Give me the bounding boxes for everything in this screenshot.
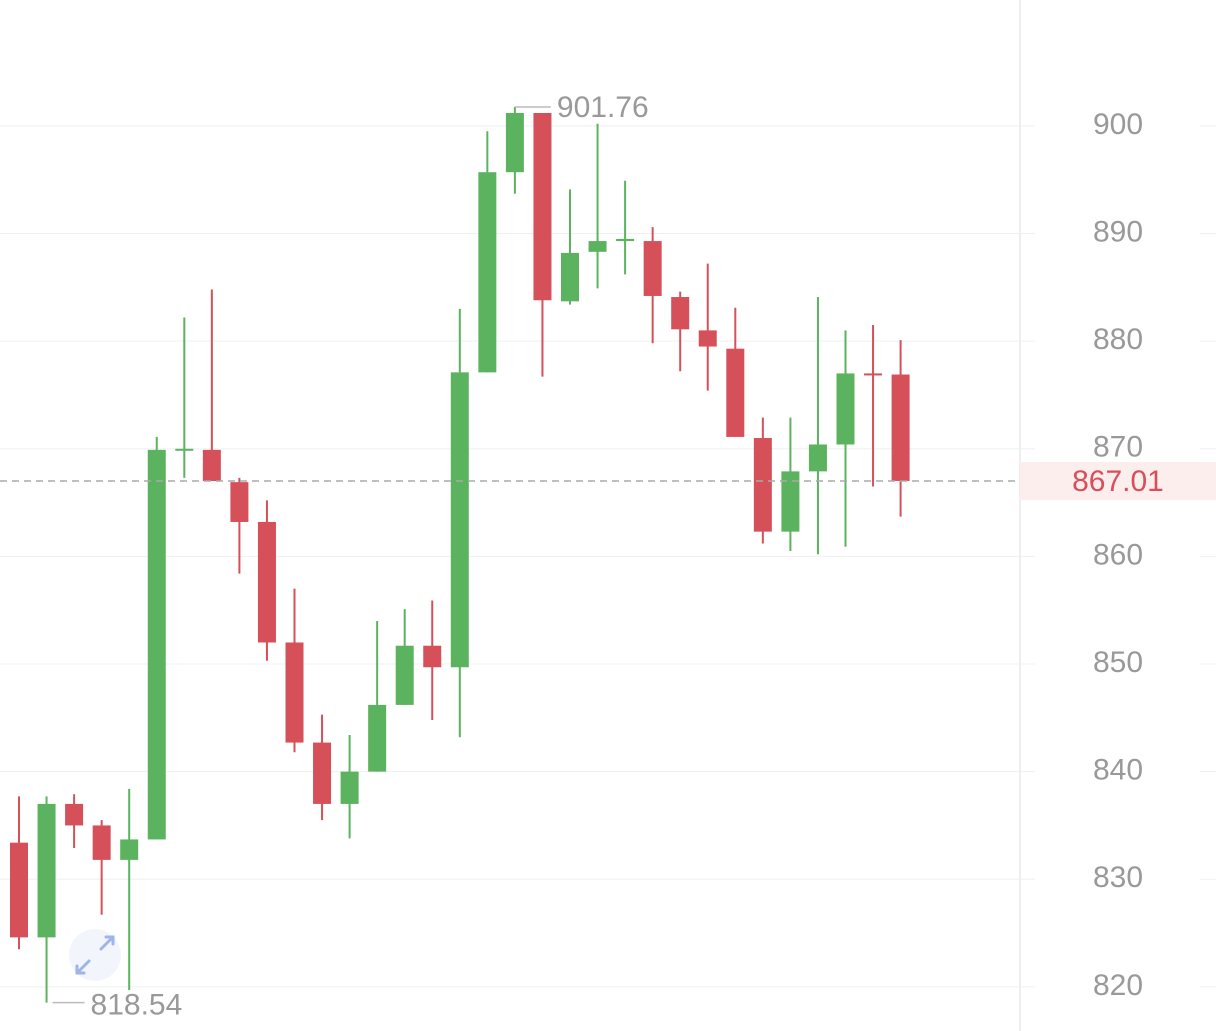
candle-body bbox=[10, 842, 28, 938]
candle-body bbox=[92, 825, 111, 860]
candle-body bbox=[561, 252, 579, 302]
y-tick-label: 820 bbox=[1093, 969, 1143, 1002]
candle-body bbox=[671, 297, 690, 330]
candle-body bbox=[698, 330, 717, 347]
candle-body bbox=[616, 238, 635, 242]
candle-body bbox=[202, 449, 221, 482]
candle-body bbox=[120, 839, 139, 860]
candle-body bbox=[65, 803, 84, 826]
last-price-label: 867.01 bbox=[1072, 465, 1164, 498]
last-price-bg bbox=[1020, 461, 1216, 500]
candle-body bbox=[726, 348, 745, 437]
expand-button[interactable] bbox=[69, 929, 121, 981]
candle-body bbox=[147, 449, 166, 840]
candle-body bbox=[395, 645, 414, 705]
candle-body bbox=[423, 645, 442, 668]
candle-body bbox=[478, 172, 497, 373]
y-tick-label: 860 bbox=[1093, 538, 1143, 571]
candle-body bbox=[340, 771, 359, 804]
y-tick-label: 850 bbox=[1093, 646, 1143, 679]
candle-body bbox=[257, 521, 276, 643]
candle-body bbox=[864, 373, 883, 376]
y-tick-label: 870 bbox=[1093, 431, 1143, 464]
candle-body bbox=[836, 373, 855, 445]
candle-body bbox=[753, 438, 772, 532]
expand-icon bbox=[75, 935, 115, 975]
candle-body bbox=[285, 642, 304, 743]
y-tick-label: 830 bbox=[1093, 861, 1143, 894]
candle-body bbox=[313, 742, 332, 804]
y-tick-label: 840 bbox=[1093, 754, 1143, 787]
candle-body bbox=[450, 372, 469, 668]
candle-body bbox=[230, 482, 249, 522]
candle-body bbox=[368, 704, 387, 772]
candle-body bbox=[37, 803, 56, 938]
candle-body bbox=[533, 113, 552, 301]
candle-body bbox=[808, 444, 827, 472]
y-tick-label: 880 bbox=[1093, 323, 1143, 356]
candle-body bbox=[588, 241, 607, 252]
max-marker-label: 901.76 bbox=[557, 91, 649, 124]
candle-body bbox=[891, 374, 910, 481]
candle-body bbox=[781, 471, 800, 532]
candle-body bbox=[643, 241, 662, 296]
candle-body bbox=[505, 113, 524, 173]
candle-body bbox=[175, 448, 194, 451]
y-tick-label: 890 bbox=[1093, 215, 1143, 248]
y-tick-label: 900 bbox=[1093, 108, 1143, 141]
min-marker-label: 818.54 bbox=[91, 989, 183, 1022]
